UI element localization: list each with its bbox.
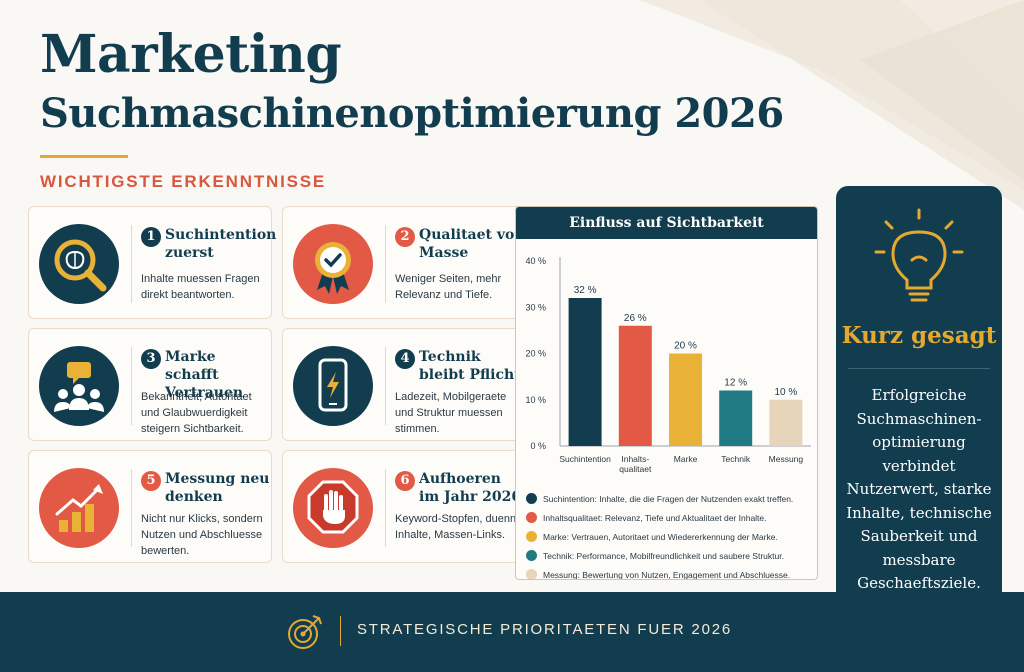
legend-text: Inhaltsqualitaet: Relevanz, Tiefe und Ak… bbox=[543, 512, 767, 523]
card-divider bbox=[131, 469, 132, 547]
footer-text: STRATEGISCHE PRIORITAETEN FUER 2026 bbox=[357, 621, 733, 638]
bar-value-label: 26 % bbox=[624, 313, 647, 324]
card-number: 2 bbox=[395, 227, 415, 247]
stop-hand-icon bbox=[293, 468, 373, 548]
bar-value-label: 20 % bbox=[674, 341, 697, 352]
y-tick-label: 40 % bbox=[525, 256, 546, 266]
chart-bar bbox=[719, 390, 753, 446]
y-tick-label: 20 % bbox=[525, 349, 546, 359]
insight-card-4: 4 Technik bleibt Pflicht Ladezeit, Mobil… bbox=[282, 328, 526, 441]
card-divider bbox=[385, 225, 386, 303]
magnifier-brain-icon bbox=[39, 224, 119, 304]
bar-value-label: 32 % bbox=[574, 285, 597, 296]
card-title: Messung neu denken bbox=[165, 471, 270, 505]
insight-card-3: 3 Marke schafft Vertrauen Bekanntheit, A… bbox=[28, 328, 272, 441]
legend-text: Technik: Performance, Mobilfreundlichkei… bbox=[543, 550, 784, 561]
chart-panel: Einfluss auf Sichtbarkeit 0 % 10 % 20 % 30 … bbox=[515, 206, 818, 580]
card-divider bbox=[385, 347, 386, 425]
legend-item: Inhaltsqualitaet: Relevanz, Tiefe und Ak… bbox=[526, 508, 816, 527]
y-tick-label: 30 % bbox=[525, 302, 546, 312]
page-title-line1: Marketing bbox=[40, 24, 342, 85]
insight-card-2: 2 Qualitaet vor Masse Weniger Seiten, me… bbox=[282, 206, 526, 319]
legend-text: Messung: Bewertung von Nutzen, Engagemen… bbox=[543, 569, 791, 580]
footer-separator bbox=[340, 616, 341, 646]
chart-title: Einfluss auf Sichtbarkeit bbox=[516, 207, 817, 239]
chart-bar bbox=[618, 325, 652, 446]
legend-dot bbox=[526, 569, 537, 579]
card-title: Suchintention zuerst bbox=[165, 227, 277, 261]
card-number: 1 bbox=[141, 227, 161, 247]
y-tick-label: 0 % bbox=[530, 441, 546, 451]
card-description: Weniger Seiten, mehr Relevanz und Tiefe. bbox=[395, 273, 502, 301]
legend-text: Marke: Vertrauen, Autoritaet und Wiedere… bbox=[543, 531, 778, 542]
bar-value-label: 12 % bbox=[724, 378, 747, 389]
insight-card-6: 6 Aufhoeren im Jahr 2026 Keyword-Stopfen… bbox=[282, 450, 526, 563]
legend-dot bbox=[526, 493, 537, 504]
card-description: Keyword-Stopfen, duenne Inhalte, Massen-… bbox=[395, 513, 523, 541]
legend-item: Technik: Performance, Mobilfreundlichkei… bbox=[526, 546, 816, 565]
card-divider bbox=[131, 225, 132, 303]
bar-value-label: 10 % bbox=[775, 387, 798, 398]
section-subheading: WICHTIGSTE ERKENNTNISSE bbox=[40, 172, 327, 191]
chart-bar bbox=[669, 353, 702, 446]
audience-chat-icon bbox=[39, 346, 119, 426]
target-arrow-icon bbox=[288, 615, 322, 649]
card-description: Ladezeit, Mobilgeraete und Struktur mues… bbox=[395, 391, 507, 435]
card-number: 5 bbox=[141, 471, 161, 491]
x-tick-label: Technik bbox=[721, 454, 751, 464]
legend-text: Suchintention: Inhalte, die die Fragen d… bbox=[543, 493, 794, 504]
smartphone-lightning-icon bbox=[293, 346, 373, 426]
chart-bar bbox=[769, 399, 803, 446]
card-title: Aufhoeren im Jahr 2026 bbox=[419, 471, 522, 505]
award-ribbon-icon bbox=[293, 224, 373, 304]
summary-panel: Kurz gesagt Erfolgreiche Suchmaschinen-o… bbox=[836, 186, 1002, 640]
bar-chart: 0 % 10 % 20 % 30 % 40 % 32 % Suchintention 26 %… bbox=[525, 256, 811, 474]
x-tick-label: Messung bbox=[769, 454, 804, 464]
card-title: Qualitaet vor Masse bbox=[419, 227, 522, 261]
chart-bar bbox=[568, 298, 602, 446]
growth-chart-icon bbox=[39, 468, 119, 548]
legend-dot bbox=[526, 550, 537, 561]
summary-text: Erfolgreiche Suchmaschinen-optimierung v… bbox=[846, 386, 992, 592]
card-description: Nicht nur Klicks, sondern Nutzen und Abs… bbox=[141, 513, 263, 557]
page-title-line2: Suchmaschinenoptimierung 2026 bbox=[40, 90, 784, 137]
card-number: 3 bbox=[141, 349, 161, 369]
x-tick-label: Marke bbox=[674, 454, 698, 464]
card-description: Inhalte muessen Fragen direkt beantworte… bbox=[141, 273, 260, 301]
summary-divider bbox=[848, 368, 990, 369]
card-divider bbox=[131, 347, 132, 425]
card-title: Technik bleibt Pflicht bbox=[419, 349, 521, 383]
insight-card-1: 1 Suchintention zuerst Inhalte muessen F… bbox=[28, 206, 277, 319]
summary-title: Kurz gesagt bbox=[841, 322, 997, 349]
footer-bar: STRATEGISCHE PRIORITAETEN FUER 2026 bbox=[0, 592, 1024, 672]
card-number: 4 bbox=[395, 349, 415, 369]
card-description: Bekanntheit, Autoritaet und Glaubwuerdig… bbox=[141, 391, 252, 435]
legend-item: Suchintention: Inhalte, die die Fragen d… bbox=[526, 489, 816, 508]
legend-item: Messung: Bewertung von Nutzen, Engagemen… bbox=[526, 565, 816, 580]
y-tick-label: 10 % bbox=[525, 395, 546, 405]
legend-item: Marke: Vertrauen, Autoritaet und Wiedere… bbox=[526, 527, 816, 546]
x-tick-label: Inhalts-qualitaet bbox=[619, 454, 652, 474]
legend-dot bbox=[526, 531, 537, 542]
card-divider bbox=[385, 469, 386, 547]
title-accent-line bbox=[40, 155, 128, 158]
chart-legend: Suchintention: Inhalte, die die Fragen d… bbox=[526, 489, 816, 580]
lightbulb-icon bbox=[874, 208, 964, 302]
card-title: Marke schafft Vertrauen bbox=[165, 349, 244, 401]
legend-dot bbox=[526, 512, 537, 523]
x-tick-label: Suchintention bbox=[559, 454, 611, 464]
card-number: 6 bbox=[395, 471, 415, 491]
insight-card-5: 5 Messung neu denken Nicht nur Klicks, s… bbox=[28, 450, 272, 563]
